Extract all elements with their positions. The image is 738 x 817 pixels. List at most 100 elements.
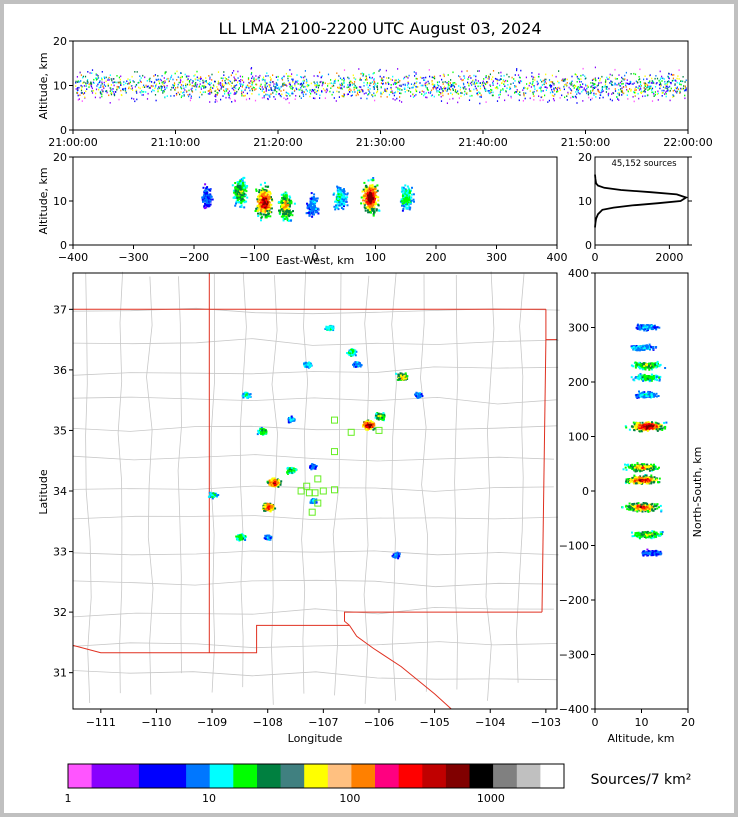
time-height-source <box>657 92 659 95</box>
time-height-source <box>537 82 539 85</box>
time-height-source <box>136 92 138 94</box>
map-source <box>363 422 366 425</box>
time-height-source <box>489 73 491 76</box>
time-height-source <box>76 76 78 78</box>
time-height-source <box>234 99 236 101</box>
east-west-source <box>401 209 404 212</box>
time-height-source <box>298 89 300 91</box>
time-height-source <box>306 80 308 82</box>
time-height-source <box>445 87 447 89</box>
time-height-source <box>311 90 313 93</box>
time-height-source <box>413 71 415 73</box>
east-west-source <box>413 200 415 203</box>
time-height-source <box>374 94 376 97</box>
time-height-source <box>572 96 574 98</box>
ew-tick-label: −400 <box>58 251 88 264</box>
time-height-source <box>678 78 680 80</box>
time-height-source <box>590 98 592 101</box>
time-height-source <box>186 83 189 86</box>
time-height-source <box>644 84 646 87</box>
time-height-source <box>193 85 195 87</box>
county-line <box>516 273 525 683</box>
time-height-source <box>552 81 554 83</box>
time-height-source <box>154 81 156 84</box>
time-height-source <box>146 86 148 88</box>
time-height-source <box>139 80 142 83</box>
time-height-source <box>468 99 471 101</box>
time-height-source <box>356 92 359 95</box>
time-height-source <box>251 80 253 82</box>
map-source <box>329 328 332 331</box>
time-height-source <box>320 76 322 79</box>
east-west-source <box>405 200 407 203</box>
east-west-source <box>370 193 373 196</box>
time-height-source <box>672 90 674 92</box>
time-height-source <box>177 86 179 89</box>
time-height-source <box>529 97 531 100</box>
time-height-source <box>684 94 686 97</box>
time-height-source <box>473 88 475 91</box>
east-west-source <box>337 191 340 194</box>
time-height-source <box>667 89 669 92</box>
hist-alt-tick-label: 20 <box>578 151 592 164</box>
time-height-source <box>644 83 646 86</box>
time-height-source <box>243 95 245 97</box>
time-height-source <box>507 94 509 97</box>
time-height-source <box>390 84 392 86</box>
east-west-source <box>310 212 313 214</box>
east-west-source <box>401 202 404 205</box>
east-west-source <box>264 199 267 202</box>
east-west-source <box>286 209 289 212</box>
time-height-source <box>618 82 620 85</box>
time-height-source <box>384 90 386 92</box>
time-height-source <box>108 94 110 97</box>
time-height-source <box>235 92 237 94</box>
time-height-source <box>146 80 148 82</box>
time-height-source <box>116 75 118 77</box>
time-height-source <box>127 83 129 85</box>
east-west-source <box>373 206 376 209</box>
time-height-source <box>291 88 293 90</box>
map-source <box>260 426 263 429</box>
east-west-source <box>203 207 206 210</box>
time-height-source <box>141 94 143 96</box>
time-height-source <box>660 85 662 87</box>
time-height-source <box>374 85 376 87</box>
time-height-source <box>270 78 272 80</box>
time-height-source <box>454 90 457 92</box>
county-line <box>146 276 154 695</box>
time-height-source <box>113 94 116 97</box>
time-height-source <box>230 85 232 87</box>
county-line <box>117 271 123 694</box>
time-height-source <box>300 76 302 78</box>
time-height-source <box>469 95 471 97</box>
time-height-source <box>387 81 389 84</box>
time-height-source <box>185 84 187 86</box>
east-west-source <box>240 202 243 204</box>
time-height-source <box>385 69 387 72</box>
time-height-source <box>463 83 465 86</box>
time-height-source <box>406 84 409 86</box>
time-height-source <box>95 79 98 81</box>
time-height-source <box>264 79 266 81</box>
time-height-source <box>545 89 547 91</box>
time-height-source <box>592 84 594 86</box>
time-height-source <box>286 85 288 87</box>
east-west-source <box>371 190 374 193</box>
map-source <box>262 431 265 434</box>
time-height-source <box>164 88 166 91</box>
time-height-source <box>331 93 333 96</box>
time-height-source <box>205 77 207 79</box>
east-west-source <box>263 191 266 194</box>
time-height-source <box>264 84 266 86</box>
time-height-source <box>377 82 379 85</box>
time-height-source <box>537 75 540 78</box>
time-height-source <box>123 81 125 83</box>
time-height-source <box>607 78 609 80</box>
time-height-source <box>297 83 299 85</box>
time-height-source <box>214 80 216 83</box>
east-west-source <box>368 193 371 196</box>
time-height-source <box>422 84 424 87</box>
time-height-source <box>348 86 350 88</box>
time-height-source <box>379 75 381 78</box>
